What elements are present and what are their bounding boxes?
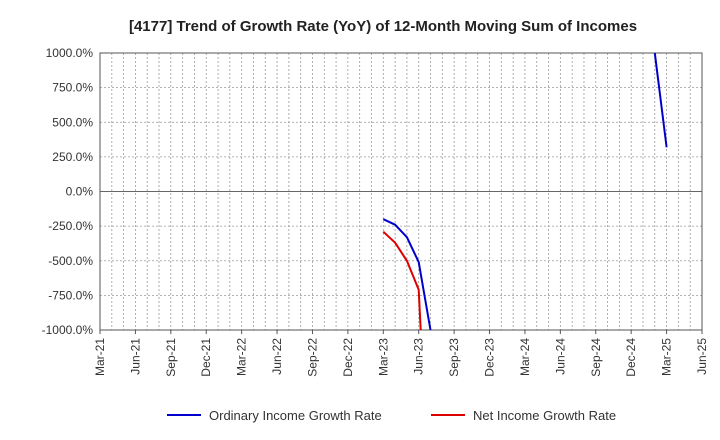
y-tick-label: 1000.0%: [46, 46, 94, 60]
legend-label: Ordinary Income Growth Rate: [209, 408, 382, 423]
y-tick-label: 750.0%: [52, 81, 93, 95]
plot-area: [99, 52, 703, 331]
y-axis: 1000.0% 750.0% 500.0% 250.0% 0.0% -250.0% -500…: [42, 46, 94, 337]
x-tick-label: Jun-21: [128, 338, 142, 375]
x-tick-label: Dec-23: [483, 338, 497, 377]
x-tick-label: Sep-24: [589, 338, 603, 377]
x-tick-label: Mar-21: [93, 338, 107, 376]
x-tick-label: Mar-24: [518, 338, 532, 376]
legend-label: Net Income Growth Rate: [473, 408, 616, 423]
y-tick-label: -500.0%: [48, 254, 93, 268]
y-tick-label: 250.0%: [52, 150, 93, 164]
x-tick-label: Jun-24: [553, 338, 567, 375]
x-tick-label: Dec-21: [199, 338, 213, 377]
x-tick-label: Sep-21: [164, 338, 178, 377]
y-tick-label: -1000.0%: [42, 323, 94, 337]
x-tick-label: Mar-25: [660, 338, 674, 376]
x-tick-label: Jun-25: [695, 338, 709, 375]
chart-title: [4177] Trend of Growth Rate (YoY) of 12-…: [129, 18, 637, 35]
legend: Ordinary Income Growth Rate Net Income Gr…: [167, 408, 616, 423]
series-line: [382, 230, 422, 331]
x-tick-label: Dec-24: [624, 338, 638, 377]
x-tick-label: Mar-23: [376, 338, 390, 376]
x-tick-label: Sep-23: [447, 338, 461, 377]
x-tick-label: Jun-22: [270, 338, 284, 375]
series-line: [382, 218, 432, 331]
x-tick-label: Jun-23: [412, 338, 426, 375]
y-tick-label: 500.0%: [52, 115, 93, 129]
x-axis: Mar-21 Jun-21 Sep-21 Dec-21 Mar-22 Jun-22 Sep-…: [93, 330, 709, 377]
x-tick-label: Sep-22: [305, 338, 319, 377]
x-tick-label: Mar-22: [235, 338, 249, 376]
series-line: [653, 52, 668, 148]
y-tick-label: -750.0%: [48, 288, 93, 302]
y-tick-label: -250.0%: [48, 219, 93, 233]
grid: [100, 53, 702, 330]
x-tick-label: Dec-22: [341, 338, 355, 377]
series-lines: [382, 52, 668, 331]
y-tick-label: 0.0%: [66, 185, 94, 199]
